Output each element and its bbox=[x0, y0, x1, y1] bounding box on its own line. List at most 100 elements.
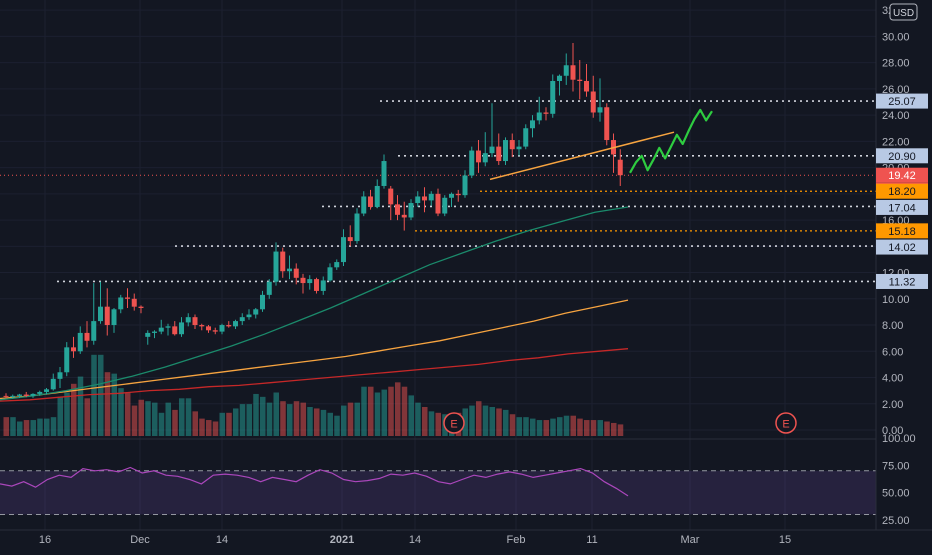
candle[interactable] bbox=[172, 326, 178, 335]
candle[interactable] bbox=[266, 281, 272, 295]
candle[interactable] bbox=[422, 196, 427, 201]
candle[interactable] bbox=[590, 91, 596, 113]
candle[interactable] bbox=[374, 185, 380, 207]
candle[interactable] bbox=[341, 237, 346, 263]
price-label[interactable]: 18.20 bbox=[888, 186, 916, 198]
candle[interactable] bbox=[104, 306, 110, 326]
price-label-box[interactable] bbox=[876, 93, 928, 109]
candle[interactable] bbox=[482, 153, 488, 163]
candle[interactable] bbox=[550, 81, 556, 114]
projected-path[interactable] bbox=[629, 108, 713, 174]
candle[interactable] bbox=[280, 251, 286, 272]
candle[interactable] bbox=[449, 193, 454, 198]
candle[interactable] bbox=[57, 372, 63, 379]
candle[interactable] bbox=[152, 331, 157, 333]
candle[interactable] bbox=[145, 332, 151, 337]
candle[interactable] bbox=[44, 389, 49, 392]
candle[interactable] bbox=[476, 150, 481, 163]
currency-badge[interactable] bbox=[889, 3, 918, 21]
candle[interactable] bbox=[523, 128, 529, 147]
candle[interactable] bbox=[415, 196, 421, 204]
candle[interactable] bbox=[300, 277, 306, 284]
price-axis[interactable]: 0.002.004.006.008.0010.0012.0014.0016.00… bbox=[875, 0, 932, 550]
candle[interactable] bbox=[428, 193, 434, 201]
candle[interactable] bbox=[570, 65, 576, 80]
trend-line[interactable] bbox=[489, 131, 675, 181]
candle[interactable] bbox=[597, 107, 603, 113]
candle[interactable] bbox=[307, 279, 313, 284]
price-label-box[interactable] bbox=[876, 273, 928, 289]
candle[interactable] bbox=[111, 309, 117, 326]
earnings-marker-label[interactable]: E bbox=[450, 419, 457, 431]
candle[interactable] bbox=[381, 161, 387, 186]
candle[interactable] bbox=[327, 267, 333, 281]
candle[interactable] bbox=[469, 150, 475, 176]
candle[interactable] bbox=[293, 268, 299, 278]
candle[interactable] bbox=[77, 332, 83, 352]
drawings[interactable] bbox=[489, 108, 713, 181]
candle[interactable] bbox=[30, 393, 36, 396]
candle[interactable] bbox=[273, 251, 279, 282]
candle[interactable] bbox=[246, 314, 252, 318]
candle[interactable] bbox=[287, 268, 292, 272]
candle[interactable] bbox=[17, 394, 22, 396]
candle[interactable] bbox=[37, 391, 43, 394]
candle[interactable] bbox=[509, 140, 515, 150]
candle[interactable] bbox=[496, 146, 502, 162]
candle[interactable] bbox=[543, 112, 549, 114]
price-label-box[interactable] bbox=[876, 183, 928, 199]
candle[interactable] bbox=[320, 280, 326, 291]
candle[interactable] bbox=[185, 317, 191, 323]
price-label[interactable]: 25.07 bbox=[888, 96, 916, 108]
price-label-box[interactable] bbox=[876, 239, 928, 255]
price-label[interactable]: 15.18 bbox=[888, 226, 916, 238]
candle[interactable] bbox=[557, 75, 562, 82]
price-label-box[interactable] bbox=[876, 167, 928, 183]
candle[interactable] bbox=[361, 196, 367, 214]
candle[interactable] bbox=[50, 378, 56, 390]
candle[interactable] bbox=[516, 146, 522, 150]
candle[interactable] bbox=[118, 297, 124, 310]
candle[interactable] bbox=[199, 325, 205, 327]
candles[interactable] bbox=[3, 42, 623, 399]
candle[interactable] bbox=[314, 279, 319, 291]
candle[interactable] bbox=[347, 237, 353, 242]
currency-label[interactable]: USD bbox=[893, 8, 914, 19]
candle[interactable] bbox=[354, 213, 360, 242]
candle[interactable] bbox=[536, 112, 542, 121]
candle[interactable] bbox=[395, 204, 400, 215]
candle[interactable] bbox=[3, 395, 9, 397]
price-label[interactable]: 14.02 bbox=[888, 242, 916, 254]
candle[interactable] bbox=[563, 65, 569, 76]
candle[interactable] bbox=[226, 325, 232, 327]
candle[interactable] bbox=[179, 322, 184, 335]
candle[interactable] bbox=[455, 193, 461, 196]
candle[interactable] bbox=[23, 394, 29, 396]
price-label-box[interactable] bbox=[876, 199, 928, 215]
candle[interactable] bbox=[192, 317, 198, 326]
candle[interactable] bbox=[442, 197, 448, 214]
candle[interactable] bbox=[165, 326, 171, 328]
candle[interactable] bbox=[91, 321, 97, 341]
earnings-marker[interactable] bbox=[775, 412, 797, 434]
candle[interactable] bbox=[219, 325, 225, 332]
candle[interactable] bbox=[617, 159, 623, 176]
candle[interactable] bbox=[260, 294, 265, 310]
candle[interactable] bbox=[10, 395, 16, 397]
price-label[interactable]: 19.42 bbox=[888, 170, 916, 182]
candle[interactable] bbox=[334, 262, 340, 268]
candle[interactable] bbox=[84, 332, 90, 341]
candle[interactable] bbox=[489, 146, 495, 154]
candle[interactable] bbox=[577, 79, 583, 82]
candle[interactable] bbox=[253, 309, 259, 315]
price-label-box[interactable] bbox=[876, 223, 928, 239]
candle[interactable] bbox=[98, 306, 103, 322]
price-label[interactable]: 17.04 bbox=[888, 202, 916, 214]
candle[interactable] bbox=[368, 196, 373, 207]
candle[interactable] bbox=[462, 175, 468, 196]
rsi-pane[interactable] bbox=[0, 438, 932, 516]
candle[interactable] bbox=[131, 298, 137, 307]
